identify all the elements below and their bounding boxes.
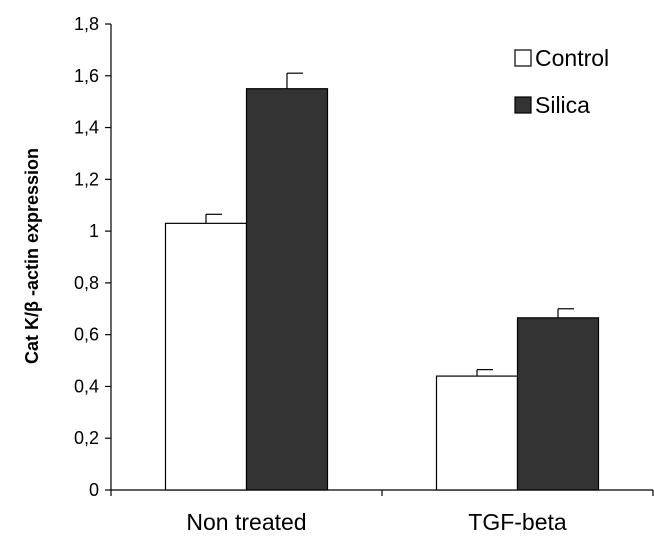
y-tick-label: 0,6 [74, 325, 99, 345]
bar-control-2 [435, 375, 519, 491]
y-tick-label: 0 [89, 480, 99, 500]
legend-swatch-control [514, 49, 532, 67]
y-tick-label: 0,2 [74, 428, 99, 448]
legend-swatch-silica [514, 96, 532, 114]
bar-silica-2 [516, 317, 600, 491]
legend: Control Silica [514, 45, 609, 118]
y-tick-label: 1 [89, 221, 99, 241]
y-tick-label: 0,4 [74, 376, 99, 396]
y-axis-title: Cat K/β -actin expression [22, 148, 42, 364]
y-tick-label: 1,6 [74, 66, 99, 86]
bar-control-1 [164, 222, 248, 491]
bar-silica-1 [245, 88, 329, 491]
legend-label-silica: Silica [535, 92, 590, 118]
x-category-label: TGF-beta [468, 509, 567, 535]
y-tick-label: 1,2 [74, 169, 99, 189]
y-tick-label: 0,8 [74, 273, 99, 293]
legend-label-control: Control [535, 45, 609, 71]
y-tick-label: 1,8 [74, 14, 99, 34]
bars [164, 72, 600, 491]
y-ticks: 0 0,2 0,4 0,6 0,8 1 1,2 1,4 1,6 1,8 [74, 14, 111, 500]
x-categories: Non treated TGF-beta [186, 509, 567, 535]
x-category-label: Non treated [186, 509, 306, 535]
y-tick-label: 1,4 [74, 118, 99, 138]
